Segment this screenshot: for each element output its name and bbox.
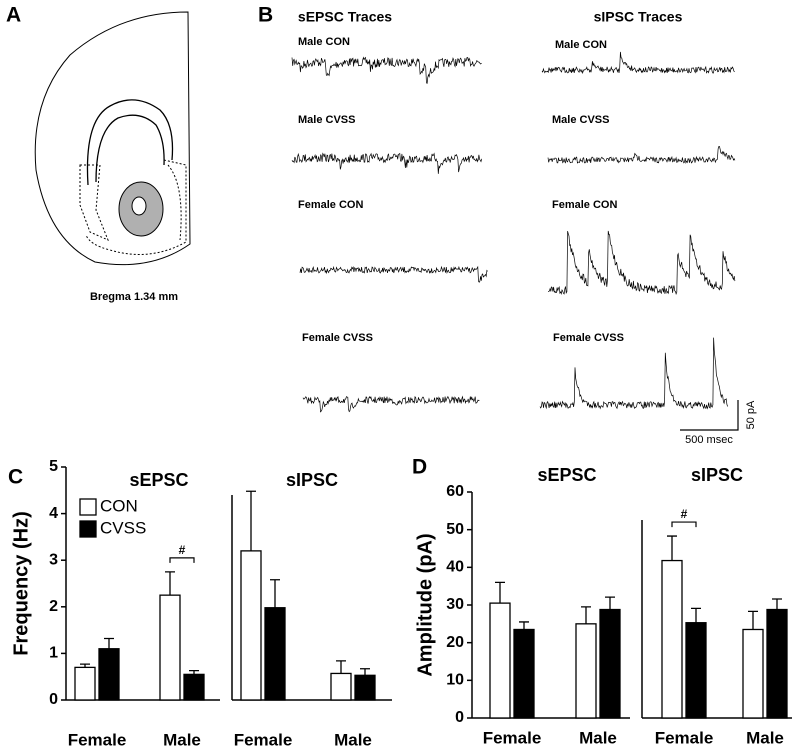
- row-label: Female CON: [298, 199, 363, 211]
- trace: [541, 51, 735, 75]
- bar: [183, 673, 205, 701]
- trace: [302, 395, 480, 413]
- error-bar: [246, 490, 256, 551]
- annotation: #: [179, 543, 186, 557]
- column-title: sIPSC Traces: [594, 9, 683, 25]
- x-tick-label: Male: [334, 730, 372, 749]
- error-bar: [691, 607, 701, 623]
- bar: [742, 628, 764, 719]
- y-tick-label: 5: [49, 458, 58, 475]
- error-bar: [336, 660, 346, 674]
- legend-swatch: [79, 498, 97, 516]
- error-bar: [104, 637, 114, 649]
- error-bar: [748, 610, 758, 630]
- legend-swatch: [79, 520, 97, 538]
- bar: [513, 628, 535, 719]
- x-tick-label: Male: [163, 730, 201, 749]
- error-bar: [667, 535, 677, 561]
- legend-label: CON: [100, 496, 138, 515]
- trace: [547, 146, 736, 165]
- error-bar: [270, 579, 280, 608]
- brain-slice: [34, 11, 191, 266]
- row-label: Female CVSS: [553, 332, 624, 344]
- trace: [299, 265, 488, 283]
- y-tick-label: 4: [49, 505, 58, 522]
- caption: Bregma 1.34 mm: [90, 291, 178, 303]
- y-tick-label: 0: [49, 691, 58, 708]
- y-axis-label: Frequency (Hz): [10, 511, 32, 655]
- panel-label: C: [8, 466, 23, 489]
- y-tick-label: 30: [446, 596, 464, 613]
- y-tick-label: 3: [49, 551, 58, 568]
- row-label: Female CON: [552, 199, 617, 211]
- bar: [685, 622, 707, 719]
- x-tick-label: Female: [234, 730, 293, 749]
- trace: [547, 230, 736, 296]
- panel-title: sIPSC: [286, 470, 338, 490]
- panel-title: sIPSC: [691, 465, 743, 485]
- error-bar: [519, 621, 529, 630]
- trace: [291, 56, 482, 84]
- panel-title: sEPSC: [129, 470, 188, 490]
- row-label: Female CVSS: [302, 332, 373, 344]
- panel-title: sEPSC: [537, 465, 596, 485]
- scale-y-label: 50 pA: [745, 400, 757, 429]
- error-bar: [495, 581, 505, 604]
- error-bar: [80, 663, 90, 668]
- panel-label: B: [258, 4, 273, 27]
- panel-label: A: [6, 4, 21, 27]
- legend-label: CVSS: [100, 518, 146, 537]
- error-bar: [772, 598, 782, 610]
- row-label: Male CON: [298, 36, 350, 48]
- bar: [264, 607, 286, 701]
- panel-label: D: [412, 456, 427, 479]
- x-tick-label: Male: [579, 728, 617, 747]
- row-label: Male CVSS: [552, 114, 609, 126]
- row-label: Male CVSS: [298, 114, 355, 126]
- bracket: [169, 557, 195, 563]
- bar: [74, 666, 96, 701]
- scale-bar: [680, 400, 739, 431]
- y-tick-label: 10: [446, 672, 464, 689]
- error-bar: [165, 571, 175, 596]
- y-tick-label: 40: [446, 559, 464, 576]
- x-tick-label: Female: [68, 730, 127, 749]
- x-tick-label: Female: [655, 728, 714, 747]
- trace: [291, 152, 483, 174]
- x-tick-label: Male: [746, 728, 784, 747]
- row-label: Male CON: [555, 39, 607, 51]
- y-tick-label: 0: [455, 709, 464, 726]
- bar: [661, 559, 683, 719]
- y-tick-label: 60: [446, 483, 464, 500]
- bar: [240, 550, 262, 701]
- traces: [291, 51, 736, 413]
- y-tick-label: 20: [446, 634, 464, 651]
- error-bar: [189, 669, 199, 675]
- error-bar: [581, 606, 591, 624]
- column-title: sEPSC Traces: [298, 9, 392, 25]
- x-tick-label: Female: [483, 728, 542, 747]
- bar: [354, 674, 376, 701]
- y-axis-label: Amplitude (pA): [414, 533, 436, 676]
- trace: [539, 337, 728, 410]
- y-tick-label: 50: [446, 521, 464, 538]
- bar: [159, 594, 181, 701]
- y-tick-label: 2: [49, 598, 58, 615]
- bar: [98, 648, 120, 701]
- y-tick-label: 1: [49, 645, 58, 662]
- bar: [575, 623, 597, 719]
- bar: [489, 602, 511, 719]
- scale-x-label: 500 msec: [685, 434, 733, 446]
- error-bar: [605, 596, 615, 610]
- bar: [766, 608, 788, 719]
- bracket: [671, 521, 697, 528]
- annotation: #: [681, 507, 688, 521]
- bar: [330, 672, 352, 701]
- error-bar: [360, 668, 370, 676]
- bar: [599, 608, 621, 719]
